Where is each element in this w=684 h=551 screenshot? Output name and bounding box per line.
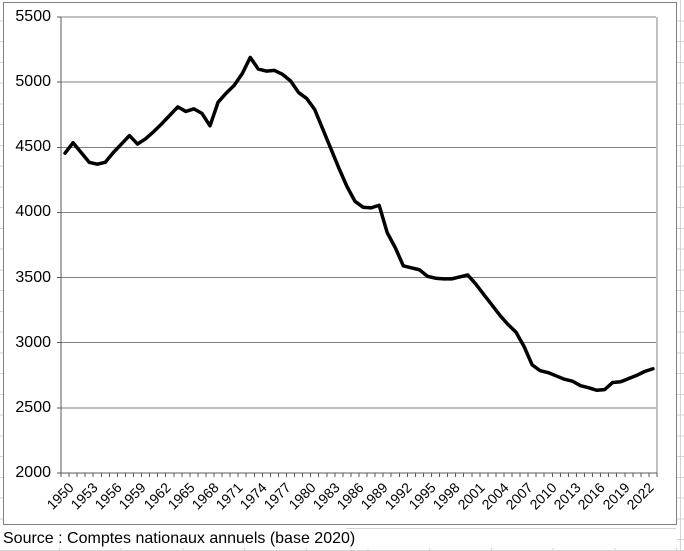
y-axis-tick-label: 5500 [15,8,51,25]
y-axis-tick-label: 3500 [15,268,51,286]
y-axis-tick-label: 4000 [15,203,51,221]
y-axis-tick-label: 2500 [15,398,51,416]
y-axis-tick-label: 2000 [15,464,51,481]
source-note-cell[interactable]: Source : Comptes nationaux annuels (base… [3,530,355,548]
chart-object[interactable] [3,2,677,525]
y-axis-tick-label: 3000 [15,333,51,351]
y-axis-tick-label: 5000 [15,73,51,91]
y-axis-tick-label: 4500 [15,138,51,156]
source-note-text: Source : Comptes nationaux annuels (base… [3,530,356,547]
